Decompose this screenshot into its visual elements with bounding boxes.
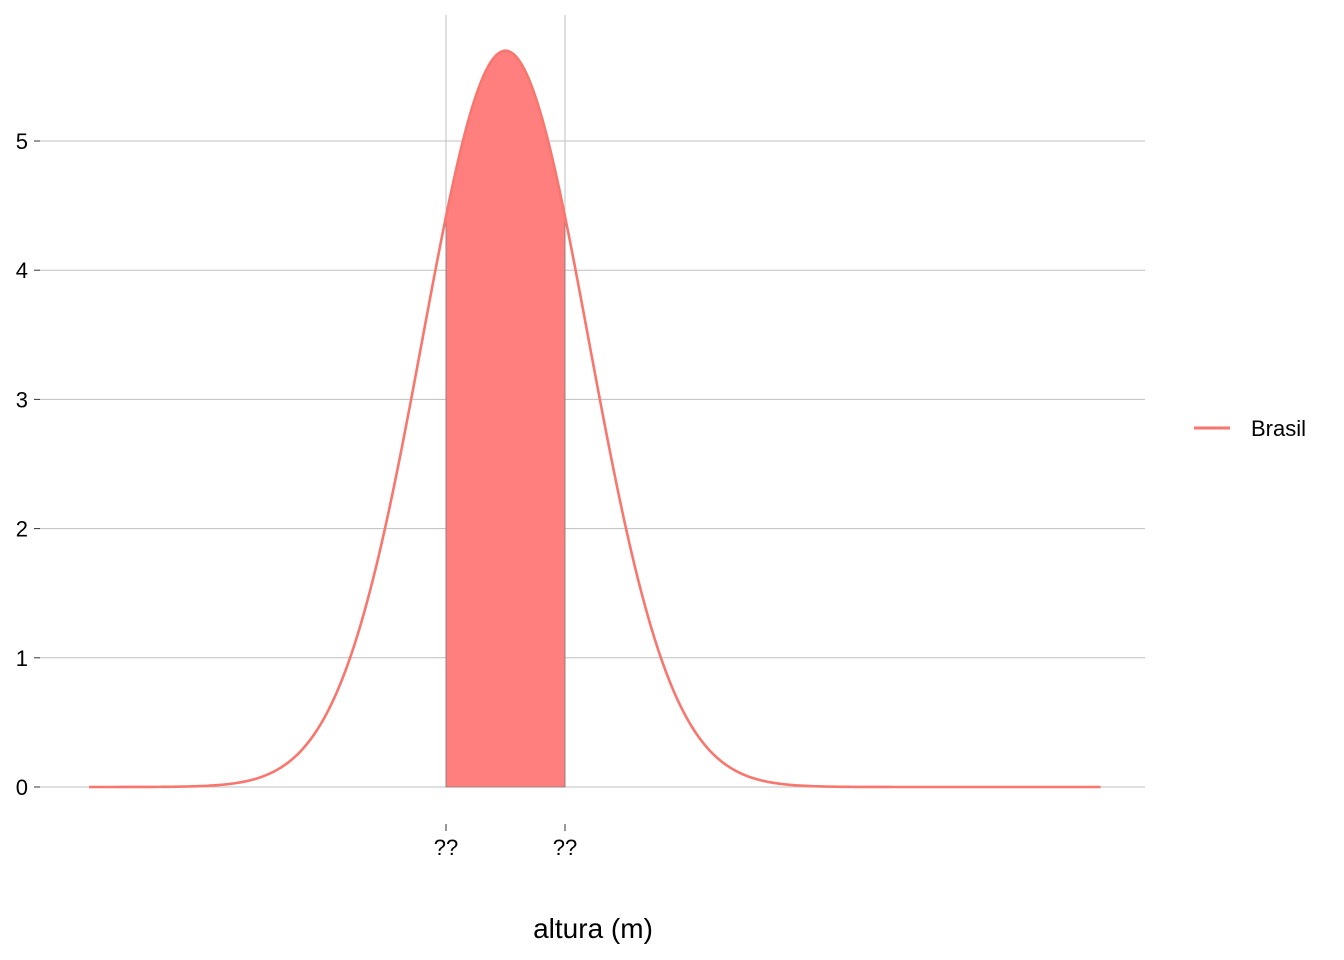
legend: Brasil	[1194, 416, 1306, 441]
grid-lines	[40, 15, 1145, 788]
x-tick-label: ??	[434, 835, 458, 860]
density-curve-brasil	[89, 49, 1101, 789]
y-tick-label: 1	[16, 646, 28, 671]
shaded-region-layer	[445, 50, 566, 788]
shaded-area	[445, 50, 566, 788]
y-axis: 0 1 2 3 4 5	[16, 129, 40, 800]
y-tick-label: 4	[16, 258, 28, 283]
y-tick-label: 0	[16, 775, 28, 800]
y-tick-label: 5	[16, 129, 28, 154]
x-axis-title: altura (m)	[533, 913, 653, 944]
x-tick-label: ??	[553, 835, 577, 860]
x-axis: ????	[434, 824, 577, 860]
density-curve-layer	[89, 49, 1101, 789]
legend-label-brasil: Brasil	[1251, 416, 1306, 441]
y-tick-label: 2	[16, 517, 28, 542]
y-tick-label: 3	[16, 387, 28, 412]
